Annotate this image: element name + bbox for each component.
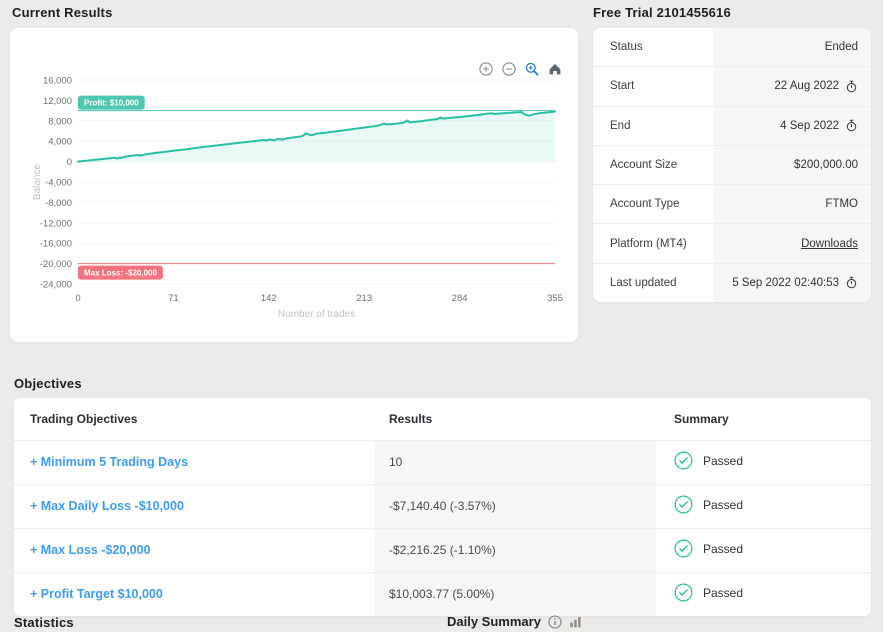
chart-toolbar [479, 62, 562, 76]
row-label: End [593, 106, 713, 145]
profit-label: Profit: $10,000 [84, 99, 139, 108]
row-value: Ended [824, 41, 858, 54]
account-panel-title: Free Trial 2101455616 [593, 5, 731, 20]
y-axis-title: Balance [32, 163, 43, 200]
account-row-updated: Last updated 5 Sep 2022 02:40:53 [593, 263, 871, 302]
zoom-out-icon[interactable] [502, 62, 516, 76]
current-results-title: Current Results [12, 5, 113, 20]
status-label: Passed [703, 585, 744, 600]
check-circle-icon [674, 495, 693, 514]
y-tick-label: 12,000 [43, 96, 72, 107]
y-tick-label: -24,000 [40, 280, 72, 291]
objective-link[interactable]: + Minimum 5 Trading Days [30, 455, 189, 469]
y-tick-label: -12,000 [40, 218, 72, 229]
x-tick-label: 284 [452, 293, 468, 304]
y-tick-label: 4,000 [48, 137, 72, 148]
status-label: Passed [703, 497, 744, 512]
x-tick-label: 142 [261, 293, 277, 304]
row-label: Platform (MT4) [593, 224, 713, 263]
check-circle-icon [674, 451, 693, 470]
row-label: Last updated [593, 263, 713, 302]
bar-chart-icon[interactable] [569, 615, 582, 628]
account-row-type: Account Type FTMO [593, 185, 871, 225]
status-badge: Passed [674, 451, 743, 470]
row-value: 22 Aug 2022 [774, 80, 839, 93]
y-tick-label: 8,000 [48, 116, 72, 127]
objective-result: $10,003.77 (5.00%) [375, 571, 656, 616]
balance-line [77, 110, 556, 163]
y-tick-label: -16,000 [40, 239, 72, 250]
objective-link[interactable]: + Max Daily Loss -$10,000 [30, 499, 184, 513]
objective-row-min-trading-days: + Minimum 5 Trading Days 10 Passed [14, 439, 871, 484]
objective-link[interactable]: + Max Loss -$20,000 [30, 543, 151, 557]
y-tick-label: 16,000 [43, 76, 72, 87]
max-loss-label: Max Loss: -$20,000 [84, 269, 157, 278]
objectives-title: Objectives [14, 376, 82, 391]
y-tick-label: 0 [67, 157, 72, 168]
account-row-end: End 4 Sep 2022 [593, 106, 871, 146]
status-badge: Passed [674, 495, 743, 514]
objectives-header-row: Trading Objectives Results Summary [14, 398, 871, 440]
stopwatch-icon [846, 80, 857, 93]
status-label: Passed [703, 453, 744, 468]
zoom-selection-icon[interactable] [525, 62, 539, 76]
downloads-link[interactable]: Downloads [801, 237, 858, 250]
objective-row-profit-target: + Profit Target $10,000 $10,003.77 (5.00… [14, 571, 871, 616]
objective-link[interactable]: + Profit Target $10,000 [30, 587, 163, 602]
objective-result: -$2,216.25 (-1.10%) [375, 527, 656, 572]
row-label: Account Size [593, 145, 713, 185]
daily-summary-header: Daily Summary [447, 614, 582, 629]
balance-area [78, 111, 555, 162]
status-label: Passed [703, 541, 744, 556]
row-value: 4 Sep 2022 [780, 119, 839, 132]
balance-chart[interactable]: 16,000 12,000 8,000 4,000 0 -4,000 -8,000 -12,0… [10, 28, 578, 342]
objective-result: -$7,140.40 (-3.57%) [375, 483, 656, 528]
row-label: Status [593, 28, 713, 67]
row-value: $200,000.00 [794, 158, 858, 171]
account-row-start: Start 22 Aug 2022 [593, 67, 871, 107]
objective-row-max-loss: + Max Loss -$20,000 -$2,216.25 (-1.10%) … [14, 527, 871, 572]
y-tick-label: -4,000 [45, 178, 72, 189]
info-icon[interactable] [548, 614, 562, 629]
x-tick-label: 71 [168, 293, 179, 304]
x-tick-label: 355 [547, 293, 563, 304]
profit-label-badge [78, 95, 145, 110]
status-badge: Passed [674, 539, 743, 558]
daily-summary-title: Daily Summary [447, 614, 541, 629]
x-axis-title: Number of trades [278, 309, 355, 320]
statistics-title: Statistics [14, 615, 74, 630]
row-label: Start [593, 67, 713, 106]
max-loss-label-badge [78, 265, 163, 280]
account-row-platform: Platform (MT4) Downloads [593, 224, 871, 264]
col-trading-objectives: Trading Objectives [14, 398, 375, 440]
x-tick-label: 0 [75, 293, 80, 304]
zoom-in-icon[interactable] [479, 62, 493, 76]
check-circle-icon [674, 583, 693, 602]
row-value: FTMO [825, 198, 858, 211]
y-tick-label: -20,000 [40, 259, 72, 270]
row-value: 5 Sep 2022 02:40:53 [732, 276, 839, 289]
balance-chart-panel: 16,000 12,000 8,000 4,000 0 -4,000 -8,000 -12,0… [10, 28, 578, 342]
stopwatch-icon [846, 119, 857, 132]
status-badge: Passed [674, 583, 743, 602]
account-row-size: Account Size $200,000.00 [593, 145, 871, 186]
x-tick-label: 213 [356, 293, 372, 304]
y-tick-label: -8,000 [45, 198, 72, 209]
stopwatch-icon [846, 277, 857, 289]
objectives-table-panel: Trading Objectives Results Summary + Min… [14, 398, 871, 616]
reset-home-icon[interactable] [548, 62, 562, 76]
col-summary: Summary [656, 398, 871, 440]
objective-row-max-daily-loss: + Max Daily Loss -$10,000 -$7,140.40 (-3… [14, 483, 871, 528]
row-label: Account Type [593, 185, 713, 224]
account-row-status: Status Ended [593, 28, 871, 68]
check-circle-icon [674, 539, 693, 558]
account-info-panel: Status Ended Start 22 Aug 2022 End 4 Sep… [593, 28, 871, 302]
objective-result: 10 [375, 439, 656, 484]
objectives-table: Trading Objectives Results Summary + Min… [14, 398, 871, 616]
col-results: Results [375, 398, 656, 440]
